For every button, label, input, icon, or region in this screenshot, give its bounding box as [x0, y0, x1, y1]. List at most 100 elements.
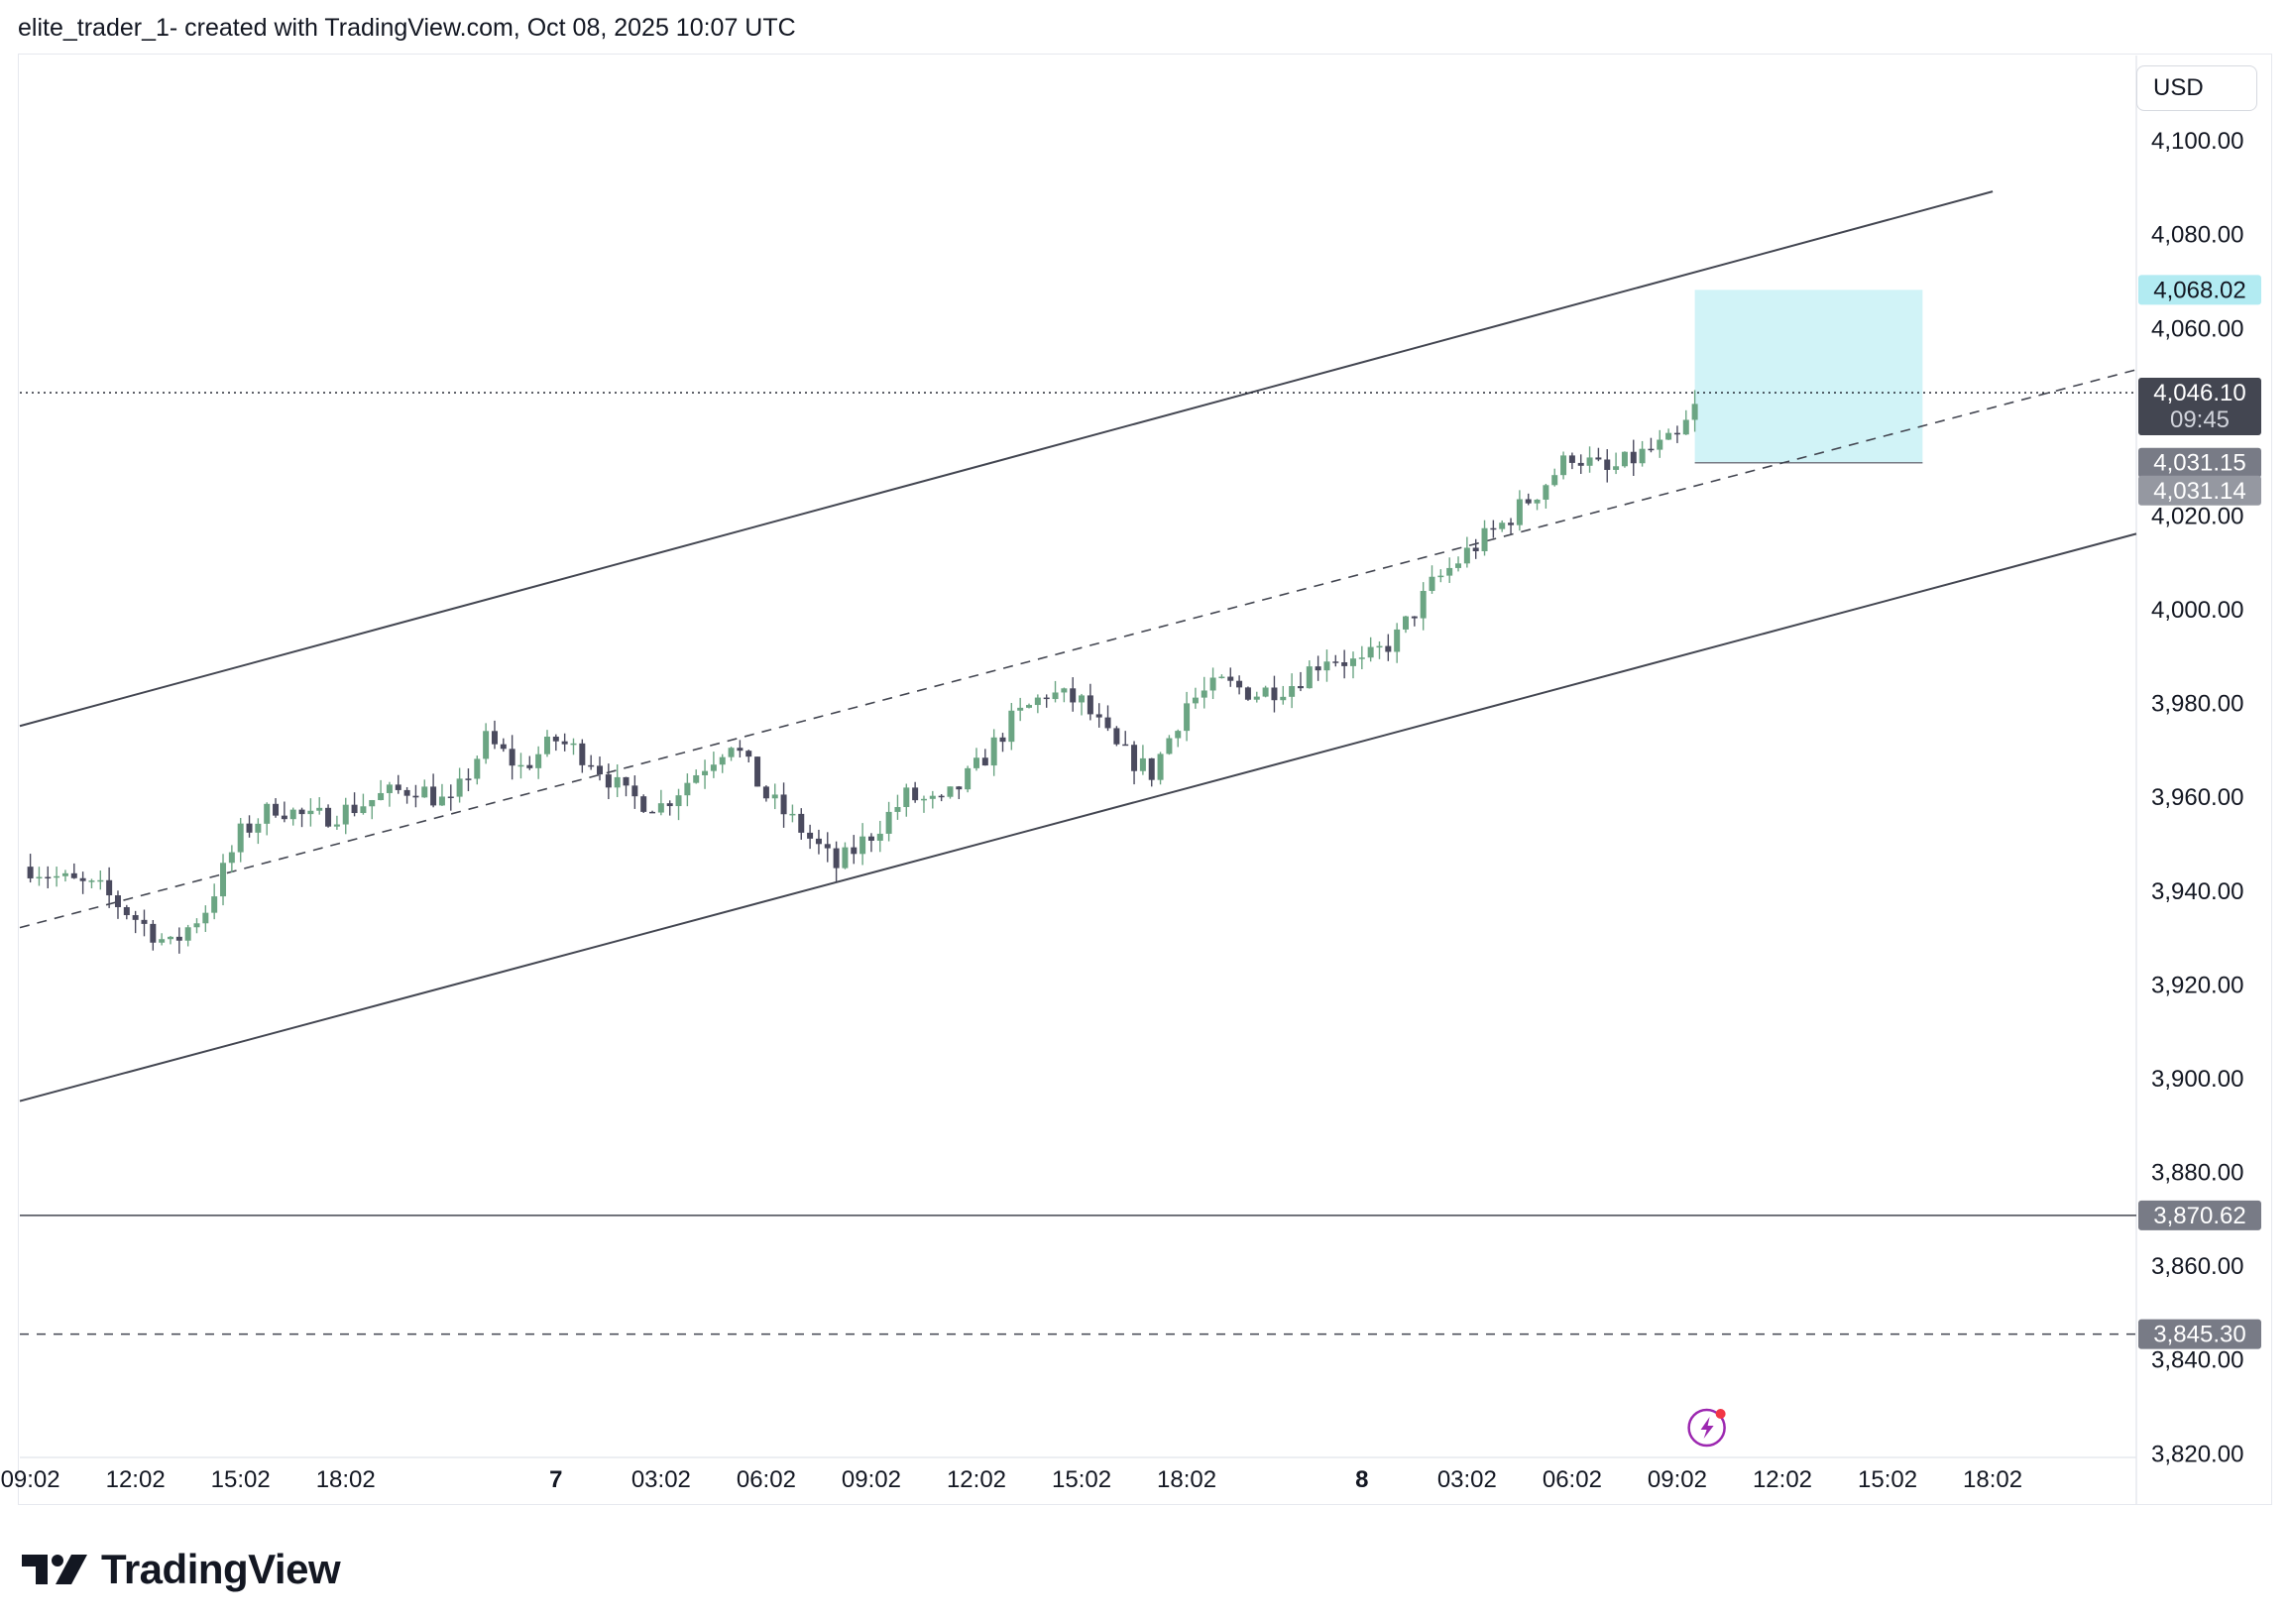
candle-body [780, 794, 787, 815]
candle-body [1341, 661, 1348, 666]
x-tick-label: 12:02 [947, 1466, 1006, 1493]
price-label-text: 3,870.62 [2153, 1203, 2245, 1229]
candle-body [1236, 680, 1243, 688]
candle-body [1166, 738, 1173, 754]
candle-body [675, 795, 682, 807]
candle-body [237, 823, 244, 853]
candle-body [552, 737, 559, 742]
candle-body [193, 923, 200, 928]
candle-body [1472, 547, 1479, 551]
candle-body [1586, 457, 1593, 466]
candle-body [1052, 692, 1059, 700]
candle-body [745, 751, 752, 757]
candle-body [1621, 451, 1628, 467]
candle-body [1673, 432, 1680, 435]
candle-body [1079, 695, 1086, 703]
y-tick-label: 4,100.00 [2151, 128, 2243, 155]
price-label-badge [2138, 475, 2261, 506]
candle-body [1104, 717, 1111, 729]
tradingview-logo: TradingView [22, 1546, 341, 1592]
currency-selector[interactable]: USD [2136, 65, 2257, 111]
candle-body [1490, 527, 1497, 530]
candle-body [1306, 666, 1313, 689]
candle-body [798, 813, 805, 833]
candle-body [1034, 697, 1041, 706]
y-tick-label: 3,960.00 [2151, 784, 2243, 811]
candle-body [159, 939, 166, 943]
candle-body [1209, 677, 1216, 691]
candle-body [815, 838, 822, 845]
candle-body [1560, 455, 1567, 476]
y-tick-label: 3,840.00 [2151, 1347, 2243, 1374]
y-tick-label: 3,820.00 [2151, 1441, 2243, 1467]
candle-body [465, 778, 472, 780]
candle-body [1446, 567, 1453, 576]
candle-body [132, 915, 139, 920]
candle-body [561, 741, 568, 745]
candle-body [509, 749, 515, 766]
price-label-text: 3,845.30 [2153, 1322, 2245, 1348]
candle-body [597, 765, 604, 775]
candle-body [184, 927, 191, 941]
price-label-badge [2138, 1200, 2261, 1230]
candle-body [1184, 703, 1191, 732]
candle-body [579, 743, 586, 765]
x-tick-label: 03:02 [1437, 1466, 1497, 1493]
candle-body [298, 809, 305, 815]
candle-body [421, 786, 428, 798]
candle-body [789, 813, 796, 816]
candle-body [1358, 657, 1365, 659]
candle-body [1297, 686, 1304, 689]
candle-body [1543, 485, 1549, 500]
candle-body [1139, 757, 1146, 771]
candle-body [623, 776, 630, 786]
candle-body [412, 795, 419, 798]
candle-body [438, 796, 445, 806]
x-tick-label: 7 [549, 1466, 562, 1493]
candle-body [316, 807, 323, 811]
candle-body [360, 806, 367, 814]
tradingview-logo-text: TradingView [101, 1546, 341, 1592]
candle-body [1367, 646, 1374, 658]
candle-body [1525, 499, 1532, 504]
candle-body [1253, 696, 1260, 700]
y-tick-label: 4,060.00 [2151, 315, 2243, 342]
candle-body [1332, 661, 1339, 663]
candle-body [1411, 616, 1418, 619]
candle-body [649, 811, 656, 814]
candle-body [605, 774, 612, 788]
candle-body [894, 807, 901, 812]
price-label-countdown: 09:45 [2170, 406, 2230, 433]
candle-body [737, 748, 744, 752]
x-tick-label: 03:02 [631, 1466, 691, 1493]
x-tick-label: 12:02 [1753, 1466, 1812, 1493]
x-tick-label: 15:02 [211, 1466, 271, 1493]
candle-body [965, 767, 972, 790]
candle-body [1534, 499, 1541, 504]
x-tick-label: 18:02 [1157, 1466, 1216, 1493]
candle-body [535, 754, 542, 768]
x-tick-label: 06:02 [737, 1466, 796, 1493]
candle-body [342, 804, 349, 825]
candle-body [1463, 547, 1470, 564]
x-tick-label: 15:02 [1858, 1466, 1917, 1493]
lightning-icon [1687, 1408, 1726, 1448]
candle-body [1648, 448, 1655, 451]
candle-body [1595, 457, 1602, 460]
candle-body [1227, 676, 1234, 681]
candle-body [123, 906, 130, 916]
price-label-badge [2138, 275, 2261, 305]
candle-body [1455, 563, 1462, 568]
candle-body [61, 872, 68, 876]
price-label-badge [2138, 1319, 2261, 1349]
candle-body [228, 852, 235, 864]
chart-frame [18, 54, 2272, 1505]
candle-body [684, 782, 691, 796]
candle-body [1385, 645, 1392, 652]
price-label-text: 4,046.10 [2153, 380, 2245, 406]
price-label-text: 4,031.14 [2153, 478, 2245, 505]
candle-body [97, 879, 104, 882]
candle-body [1017, 707, 1024, 711]
candle-body [1639, 448, 1646, 464]
